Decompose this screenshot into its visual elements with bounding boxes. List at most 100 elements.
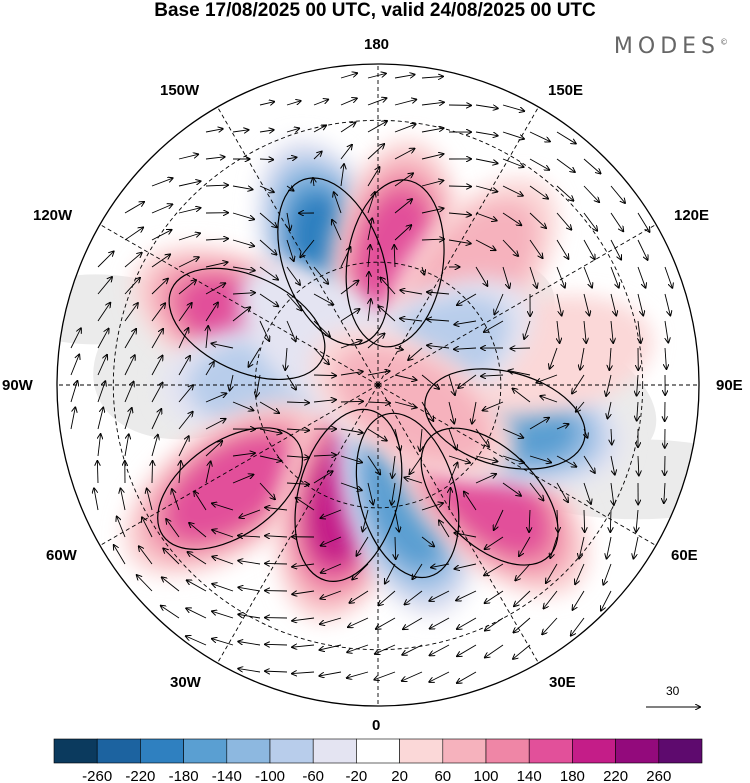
wind-vector	[376, 617, 396, 629]
wind-vector	[340, 372, 363, 376]
wind-vector	[494, 509, 504, 530]
wind-vector	[340, 145, 352, 160]
wind-vector	[583, 266, 592, 288]
wind-vector	[340, 309, 359, 322]
wind-vector	[151, 329, 163, 349]
meridian-line	[377, 384, 539, 664]
wind-vector	[485, 590, 504, 603]
wind-vector	[546, 563, 558, 583]
wind-vector	[485, 644, 504, 657]
wind-vector	[313, 266, 328, 284]
wind-vector	[205, 129, 223, 132]
wind-vector	[556, 293, 562, 316]
wind-vector	[422, 266, 424, 275]
wind-vector	[515, 563, 531, 580]
wind-vector	[637, 374, 638, 396]
wind-vector	[147, 489, 153, 511]
wind-vector	[232, 475, 253, 484]
wind-vector	[259, 455, 281, 461]
wind-vector	[394, 428, 400, 450]
wind-vector	[205, 393, 226, 403]
wind-vector	[427, 319, 450, 321]
wind-vector	[205, 239, 228, 240]
wind-vector	[205, 262, 227, 268]
wind-vector	[286, 157, 296, 159]
wind-vector	[139, 546, 153, 565]
wind-vector	[238, 587, 261, 592]
wind-vector	[556, 131, 576, 144]
wind-vector	[212, 639, 234, 646]
wind-vector	[340, 401, 363, 402]
wind-vector	[610, 455, 615, 475]
wind-vector	[664, 293, 670, 315]
wind-vector	[292, 672, 315, 674]
wind-vector	[205, 185, 228, 186]
wind-vector	[542, 617, 558, 634]
lon-label-180: 180	[364, 36, 390, 53]
logo-text: MODES	[613, 34, 720, 59]
wind-vector	[457, 644, 477, 656]
wind-vector	[178, 303, 192, 322]
wind-vector	[97, 408, 103, 430]
wind-vector	[404, 477, 423, 484]
wind-vector	[664, 266, 672, 288]
wind-vector	[430, 644, 450, 655]
wind-vector	[172, 489, 180, 511]
meridian-line	[377, 384, 657, 546]
wind-vector	[313, 152, 322, 160]
wind-vector	[232, 307, 250, 322]
wind-vector	[557, 509, 558, 532]
wind-vector	[448, 186, 471, 187]
anomaly-field	[122, 138, 654, 623]
wind-vector	[151, 409, 161, 430]
wind-vector	[259, 212, 277, 227]
wind-vector	[576, 401, 585, 412]
wind-vector	[380, 278, 396, 295]
wind-vector	[259, 239, 276, 255]
wind-vector	[334, 192, 342, 214]
wind-vector	[510, 348, 531, 349]
wind-vector	[475, 104, 498, 108]
wind-vector	[292, 618, 315, 621]
wind-vector	[212, 503, 234, 511]
wind-vector	[367, 455, 380, 474]
wind-vector	[421, 401, 433, 421]
wind-vector	[475, 266, 487, 286]
wind-vector	[536, 374, 558, 383]
wind-vector	[292, 645, 315, 647]
wind-vector	[348, 617, 369, 627]
wind-vector	[583, 293, 589, 315]
wind-vector	[286, 456, 309, 458]
wind-vector	[475, 185, 497, 192]
wind-vector	[606, 374, 612, 396]
wind-vector	[485, 536, 504, 549]
lon-label-0: 0	[372, 717, 381, 734]
wind-vector	[124, 355, 135, 376]
wind-vector	[286, 186, 294, 191]
wind-vector	[212, 584, 234, 592]
wind-vector	[212, 611, 234, 619]
wind-vector	[259, 482, 275, 499]
wind-vector	[556, 266, 565, 288]
wind-vector	[70, 407, 75, 430]
wind-vector	[163, 549, 180, 565]
height-contour	[424, 368, 586, 470]
wind-vector	[265, 644, 288, 645]
wind-vector	[638, 320, 641, 343]
wind-vector	[98, 434, 101, 457]
wind-vector	[137, 575, 153, 592]
wind-vector	[232, 185, 252, 189]
wind-vector	[368, 272, 369, 295]
wind-vector	[637, 293, 643, 315]
wind-vector	[431, 564, 450, 567]
wind-vector	[427, 345, 450, 348]
wind-vector	[188, 552, 207, 565]
wind-vector	[367, 98, 386, 106]
wind-vector	[502, 428, 523, 438]
wind-vector	[248, 347, 261, 367]
wind-vector	[259, 293, 278, 306]
wind-vector	[421, 536, 434, 546]
wind-vector	[483, 401, 504, 410]
wind-vector	[556, 239, 568, 259]
